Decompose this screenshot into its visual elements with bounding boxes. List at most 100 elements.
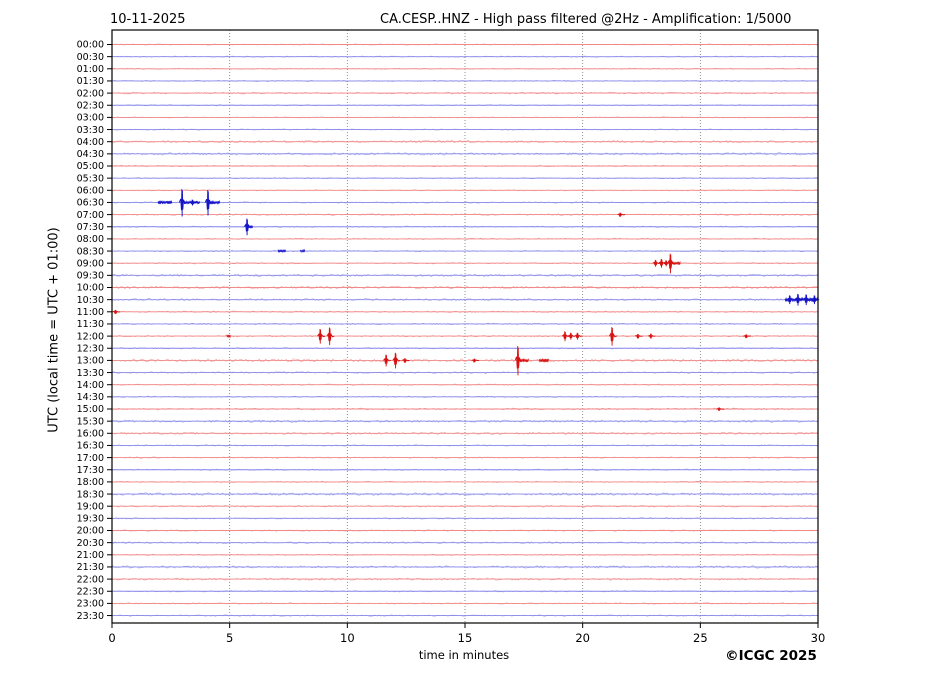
y-tick-label: 08:30 — [77, 246, 104, 257]
y-tick-label: 22:00 — [77, 574, 104, 585]
y-tick-label: 08:00 — [77, 234, 104, 245]
x-tick-label: 25 — [693, 631, 708, 645]
y-tick-label: 03:00 — [77, 113, 104, 124]
y-tick-label: 07:30 — [77, 222, 104, 233]
x-tick-label: 15 — [458, 631, 473, 645]
trace-noise — [111, 347, 818, 350]
y-tick-label: 02:30 — [77, 100, 104, 111]
y-tick-label: 06:00 — [77, 186, 104, 197]
y-tick-label: 21:30 — [77, 562, 104, 573]
x-tick-label: 5 — [226, 631, 233, 645]
y-tick-label: 23:00 — [77, 599, 104, 610]
y-tick-label: 02:00 — [77, 88, 104, 99]
y-tick-label: 10:00 — [77, 283, 104, 294]
trace-noise — [111, 383, 818, 386]
y-tick-label: 12:30 — [77, 343, 104, 354]
trace-noise — [111, 152, 818, 156]
event-spike — [652, 259, 661, 267]
trace-noise — [111, 201, 818, 204]
event-spike — [617, 212, 626, 218]
trace-noise — [111, 79, 818, 83]
trace-noise — [111, 407, 818, 411]
trace-noise — [111, 128, 818, 131]
y-tick-label: 11:00 — [77, 307, 104, 318]
plot-title: CA.CESP..HNZ - High pass filtered @2Hz -… — [380, 12, 792, 27]
date-label: 10-11-2025 — [110, 12, 186, 27]
event-spike — [561, 331, 570, 342]
y-tick-label: 15:00 — [77, 404, 104, 415]
y-tick-label: 00:30 — [77, 52, 104, 63]
trace-noise — [111, 492, 818, 496]
y-tick-label: 17:00 — [77, 453, 104, 464]
y-tick-label: 05:30 — [77, 173, 104, 184]
y-tick-label: 10:30 — [77, 295, 104, 306]
trace-noise — [111, 444, 818, 447]
trace-noise — [111, 590, 818, 593]
y-tick-label: 04:30 — [77, 149, 104, 160]
y-tick-label: 19:00 — [77, 501, 104, 512]
y-tick-label: 13:30 — [77, 368, 104, 379]
event-spike — [392, 352, 401, 369]
trace-noise — [111, 298, 818, 302]
x-tick-label: 0 — [108, 631, 115, 645]
event-burst — [518, 358, 529, 363]
event-burst — [538, 358, 549, 363]
y-tick-label: 03:30 — [77, 125, 104, 136]
event-spike — [326, 327, 335, 346]
event-spike — [634, 333, 643, 340]
y-tick-label: 09:30 — [77, 271, 104, 282]
trace-noise — [111, 541, 818, 544]
trace-noise — [111, 310, 818, 313]
event-burst — [670, 260, 681, 266]
event-spike — [567, 332, 576, 340]
y-tick-label: 20:00 — [77, 526, 104, 537]
trace-noise — [111, 602, 818, 605]
trace-noise — [111, 614, 818, 617]
event-spike — [402, 358, 410, 364]
y-tick-label: 17:30 — [77, 465, 104, 476]
trace-noise — [111, 177, 818, 180]
y-tick-label: 11:30 — [77, 319, 104, 330]
y-tick-label: 06:30 — [77, 198, 104, 209]
event-spike — [811, 295, 820, 305]
y-tick-label: 04:00 — [77, 137, 104, 148]
trace-noise — [111, 67, 818, 70]
event-spike — [608, 327, 617, 346]
trace-noise — [111, 91, 818, 95]
trace-noise — [111, 504, 818, 508]
y-tick-label: 00:00 — [77, 40, 104, 51]
event-spike — [716, 407, 724, 412]
y-tick-label: 19:30 — [77, 514, 104, 525]
trace-noise — [111, 285, 818, 290]
trace-noise — [111, 262, 818, 265]
trace-noise — [111, 468, 818, 471]
event-spike — [663, 260, 671, 267]
copyright-label: ©ICGC 2025 — [725, 648, 817, 664]
trace-noise — [111, 237, 818, 240]
event-burst — [247, 224, 254, 230]
y-tick-label: 14:00 — [77, 380, 104, 391]
event-spike — [178, 189, 188, 217]
y-tick-label: 20:30 — [77, 538, 104, 549]
y-tick-label: 15:30 — [77, 416, 104, 427]
event-spike — [574, 332, 583, 340]
event-spike — [189, 199, 198, 206]
event-spike — [803, 294, 812, 306]
trace-noise — [111, 140, 818, 144]
event-spike — [471, 358, 480, 363]
y-tick-label: 14:30 — [77, 392, 104, 403]
trace-noise — [111, 225, 818, 228]
trace-noise — [111, 104, 818, 107]
event-burst — [157, 200, 173, 205]
x-tick-label: 30 — [811, 631, 826, 645]
x-tick-label: 20 — [575, 631, 590, 645]
trace-noise — [111, 419, 818, 423]
trace-noise — [111, 116, 818, 119]
trace-noise — [111, 213, 818, 216]
trace-noise — [111, 189, 818, 192]
event-spike — [786, 295, 795, 305]
y-tick-label: 23:30 — [77, 611, 104, 622]
trace-noise — [111, 43, 818, 46]
trace-noise — [111, 273, 818, 277]
x-axis-label: time in minutes — [418, 648, 510, 662]
